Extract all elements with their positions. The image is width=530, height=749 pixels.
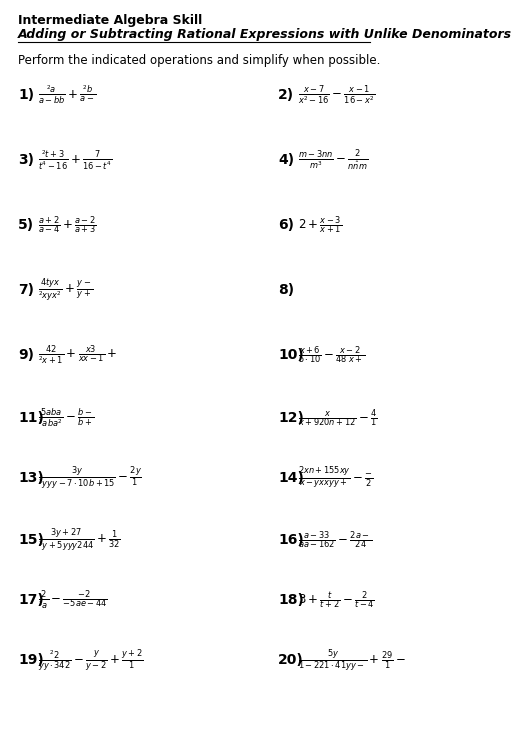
Text: 19): 19)	[18, 653, 44, 667]
Text: 8): 8)	[278, 283, 294, 297]
Text: Adding or Subtracting Rational Expressions with Unlike Denominators: Adding or Subtracting Rational Expressio…	[18, 28, 512, 41]
Text: 17): 17)	[18, 593, 44, 607]
Text: $\frac{^{2}2}{yy\cdot342}-\frac{y}{y-2}+\frac{y+2}{1}$: $\frac{^{2}2}{yy\cdot342}-\frac{y}{y-2}+…	[38, 647, 144, 673]
Text: Perform the indicated operations and simplify when possible.: Perform the indicated operations and sim…	[18, 54, 381, 67]
Text: $\frac{x}{x+920n+12}-\frac{4}{1}$: $\frac{x}{x+920n+12}-\frac{4}{1}$	[298, 407, 377, 429]
Text: Intermediate Algebra Skill: Intermediate Algebra Skill	[18, 14, 202, 27]
Text: $\frac{5y}{1-221\cdot41yy-}+\frac{29}{1}-$: $\frac{5y}{1-221\cdot41yy-}+\frac{29}{1}…	[298, 647, 405, 673]
Text: $\frac{a-33}{aa-162}-\frac{2a-}{24}$: $\frac{a-33}{aa-162}-\frac{2a-}{24}$	[298, 529, 372, 551]
Text: 18): 18)	[278, 593, 304, 607]
Text: $\frac{a+2}{a-4}+\frac{a-2}{a+3}$: $\frac{a+2}{a-4}+\frac{a-2}{a+3}$	[38, 214, 96, 236]
Text: $\frac{m-3nn}{m^{3}}-\frac{2}{n\hat{n}m}$: $\frac{m-3nn}{m^{3}}-\frac{2}{n\hat{n}m}…	[298, 148, 368, 172]
Text: $\frac{3y+27}{^{2}y+5yyy244}+\frac{1}{32}$: $\frac{3y+27}{^{2}y+5yyy244}+\frac{1}{32…	[38, 527, 121, 554]
Text: $\frac{5aba}{^{2}aba^{2}}-\frac{b-}{b+}$: $\frac{5aba}{^{2}aba^{2}}-\frac{b-}{b+}$	[38, 407, 95, 429]
Text: $\frac{^{2}a}{a-bb}+\frac{^{2}b}{a-}$: $\frac{^{2}a}{a-bb}+\frac{^{2}b}{a-}$	[38, 84, 96, 106]
Text: 15): 15)	[18, 533, 44, 547]
Text: $\frac{2}{^{2}a}-\frac{-2}{-5ae-44}$: $\frac{2}{^{2}a}-\frac{-2}{-5ae-44}$	[38, 589, 108, 612]
Text: 13): 13)	[18, 471, 44, 485]
Text: $\frac{^{2}t+3}{t^{4}-16}+\frac{7}{16-t^{4}}$: $\frac{^{2}t+3}{t^{4}-16}+\frac{7}{16-t^…	[38, 148, 112, 172]
Text: $3+\frac{t}{t+2}-\frac{2}{t-4}$: $3+\frac{t}{t+2}-\frac{2}{t-4}$	[298, 589, 375, 611]
Text: $\frac{3y}{^{2}yyy-7\cdot10b+15}-\frac{2y}{1}$: $\frac{3y}{^{2}yyy-7\cdot10b+15}-\frac{2…	[38, 464, 142, 491]
Text: 20): 20)	[278, 653, 304, 667]
Text: 3): 3)	[18, 153, 34, 167]
Text: 4): 4)	[278, 153, 294, 167]
Text: 2): 2)	[278, 88, 294, 102]
Text: 5): 5)	[18, 218, 34, 232]
Text: 10): 10)	[278, 348, 304, 362]
Text: 1): 1)	[18, 88, 34, 102]
Text: 11): 11)	[18, 411, 44, 425]
Text: $\frac{x-7}{x^{2}-16}-\frac{x-1}{16-x^{2}}$: $\frac{x-7}{x^{2}-16}-\frac{x-1}{16-x^{2…	[298, 83, 376, 106]
Text: $\frac{42}{^{2}x+1}+\frac{x3}{xx-1}+$: $\frac{42}{^{2}x+1}+\frac{x3}{xx-1}+$	[38, 343, 118, 366]
Text: 14): 14)	[278, 471, 304, 485]
Text: $2+\frac{x-3}{x+1}$: $2+\frac{x-3}{x+1}$	[298, 214, 342, 236]
Text: 9): 9)	[18, 348, 34, 362]
Text: 12): 12)	[278, 411, 304, 425]
Text: 7): 7)	[18, 283, 34, 297]
Text: $\frac{2xn+155xy}{x-yxxyy+}-\frac{-}{2}$: $\frac{2xn+155xy}{x-yxxyy+}-\frac{-}{2}$	[298, 466, 374, 491]
Text: 6): 6)	[278, 218, 294, 232]
Text: $\frac{4tyx}{^{2}xyx^{2}}+\frac{y-}{y+}$: $\frac{4tyx}{^{2}xyx^{2}}+\frac{y-}{y+}$	[38, 276, 94, 303]
Text: 16): 16)	[278, 533, 304, 547]
Text: $\frac{x+6}{5\cdot10}-\frac{x-2}{48\;x+}$: $\frac{x+6}{5\cdot10}-\frac{x-2}{48\;x+}…	[298, 344, 365, 366]
